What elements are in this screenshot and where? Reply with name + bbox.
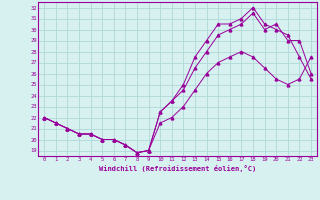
X-axis label: Windchill (Refroidissement éolien,°C): Windchill (Refroidissement éolien,°C) bbox=[99, 165, 256, 172]
